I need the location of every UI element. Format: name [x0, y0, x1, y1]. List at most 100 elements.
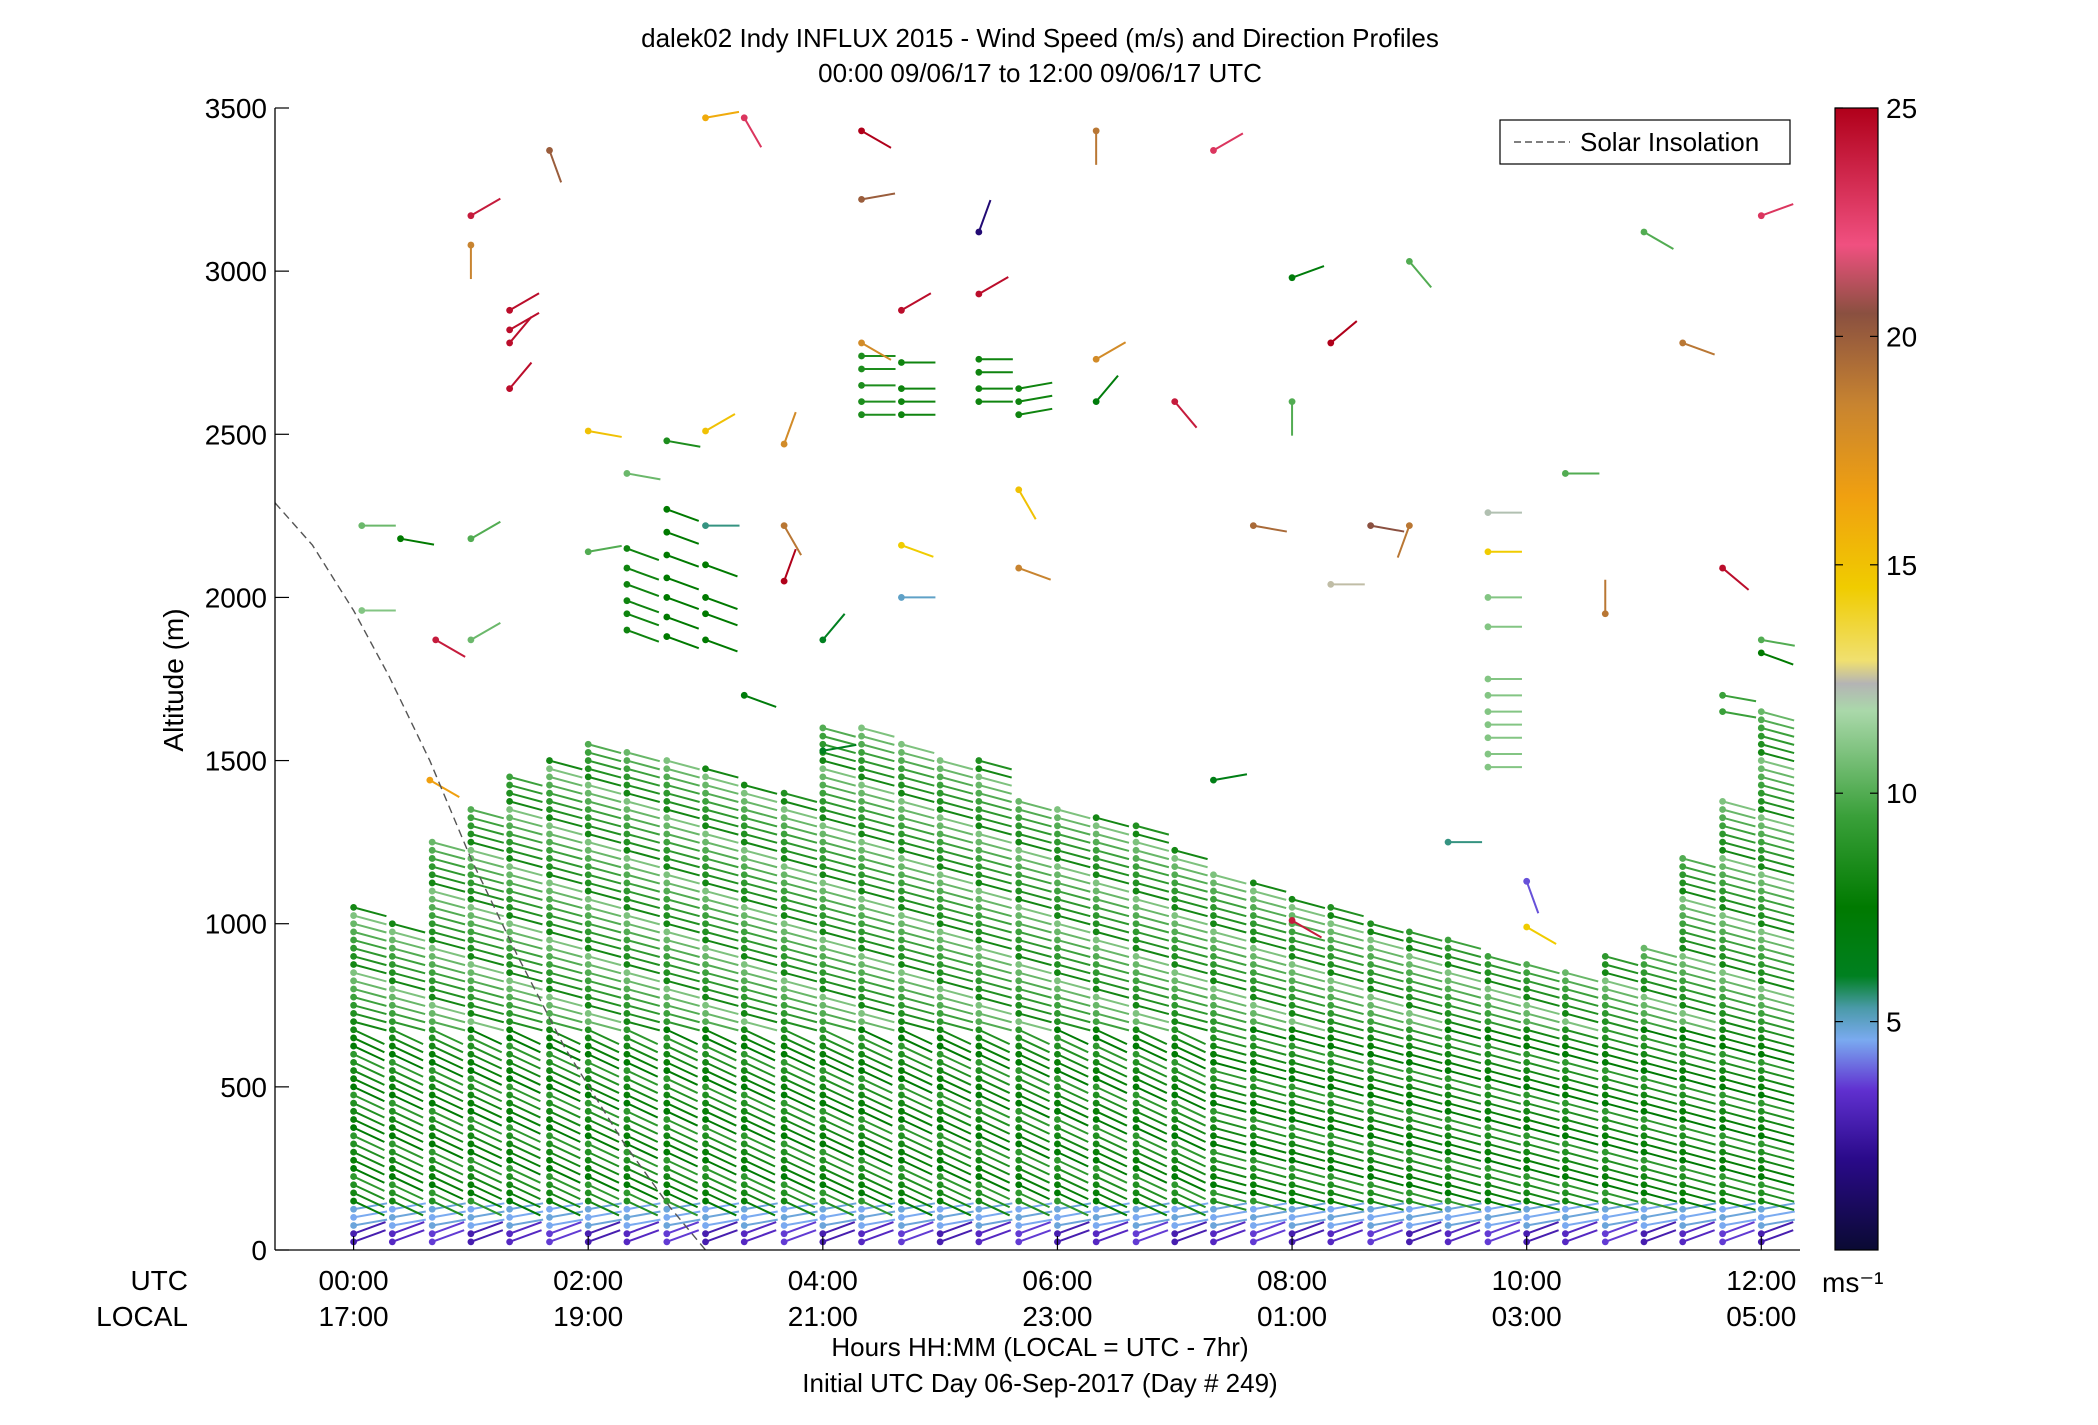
wind-barb-point — [740, 1173, 748, 1180]
wind-barb-point — [1444, 1099, 1452, 1107]
wind-barb — [743, 1183, 776, 1201]
wind-barb-point — [388, 1116, 396, 1123]
wind-barb-point — [1757, 912, 1765, 919]
wind-barb — [1682, 1077, 1716, 1089]
wind-barb — [978, 276, 1009, 295]
wind-barb-point — [584, 814, 592, 822]
wind-barb-point — [858, 1132, 865, 1140]
wind-barb-point — [1640, 1083, 1648, 1091]
wind-barb — [1213, 939, 1247, 950]
wind-barb-point — [546, 1042, 553, 1050]
wind-barb — [1213, 1110, 1247, 1122]
wind-barb-point — [663, 551, 671, 559]
wind-barb-point — [1367, 1010, 1375, 1017]
wind-barb-point — [546, 1107, 553, 1115]
wind-barb-point — [702, 863, 709, 871]
wind-barb — [939, 1191, 972, 1209]
wind-barb-point — [1288, 1067, 1296, 1074]
wind-barb-point — [1561, 1132, 1569, 1140]
wind-barb — [1761, 759, 1795, 771]
wind-barb-point — [1327, 1026, 1335, 1034]
wind-barb-point — [1210, 1067, 1217, 1074]
wind-barb — [705, 1077, 737, 1094]
wind-barb-point — [1757, 1148, 1765, 1156]
wind-barb-point — [623, 1189, 631, 1197]
wind-barb — [1018, 1102, 1050, 1119]
wind-barb — [1174, 1061, 1206, 1078]
wind-barb — [1330, 1110, 1364, 1122]
wind-barb — [1135, 1221, 1169, 1235]
wind-barb-point — [740, 1116, 748, 1123]
wind-barb-point — [740, 781, 748, 789]
wind-barb — [705, 1183, 737, 1201]
wind-barb — [353, 1229, 386, 1243]
wind-barb-point — [702, 871, 709, 879]
wind-barb — [901, 1151, 933, 1168]
wind-barb — [666, 1012, 700, 1024]
wind-barb — [1018, 898, 1052, 910]
wind-barb-point — [1249, 1067, 1257, 1074]
wind-barb-point — [1249, 1156, 1257, 1164]
wind-barb-point — [780, 1091, 788, 1099]
wind-barb — [666, 1020, 700, 1032]
wind-barb-point — [702, 806, 709, 813]
wind-barb — [1760, 651, 1794, 666]
wind-barb — [353, 1202, 388, 1211]
wind-barb — [626, 930, 661, 942]
wind-barb-point — [936, 1181, 944, 1189]
wind-barb — [1213, 947, 1247, 958]
wind-barb — [1761, 906, 1795, 918]
wind-barb-point — [898, 797, 905, 805]
wind-barb-point — [584, 952, 592, 960]
wind-barb-point — [1210, 1034, 1217, 1042]
wind-barb — [1018, 1061, 1050, 1078]
wind-barb-point — [740, 1067, 748, 1074]
wind-barb — [1174, 1221, 1208, 1235]
wind-barb — [666, 784, 700, 795]
wind-barb — [822, 775, 856, 787]
wind-barb-point — [1679, 1124, 1687, 1132]
wind-barb-point — [1367, 1018, 1375, 1025]
wind-barb — [1605, 1045, 1639, 1056]
wind-barb-point — [702, 561, 709, 569]
wind-barb-point — [975, 863, 983, 871]
wind-barb-point — [1484, 708, 1492, 716]
wind-barb — [549, 1110, 581, 1127]
wind-barb — [549, 873, 583, 885]
wind-barb — [508, 361, 533, 390]
wind-barb-point — [780, 887, 788, 895]
wind-barb — [705, 1102, 737, 1119]
wind-barb — [470, 1175, 503, 1192]
wind-barb — [1565, 988, 1599, 999]
wind-barb — [783, 816, 818, 828]
wind-barb — [509, 1004, 543, 1016]
wind-barb-point — [506, 920, 514, 928]
wind-barb-point — [1679, 1058, 1687, 1066]
wind-barb — [822, 906, 856, 918]
wind-barb-point — [1561, 969, 1569, 977]
wind-barb — [1291, 1036, 1326, 1048]
wind-barb-point — [1288, 1010, 1296, 1017]
wind-barb-point — [623, 1173, 631, 1180]
wind-barb-point — [546, 1010, 553, 1017]
wind-barb — [705, 979, 739, 991]
wind-barb — [1253, 1004, 1287, 1016]
wind-barb — [1174, 1183, 1206, 1201]
wind-barb — [1057, 971, 1091, 983]
wind-barb — [666, 1221, 700, 1235]
wind-barb-point — [584, 1189, 592, 1197]
wind-barb-point — [1484, 509, 1492, 516]
wind-barb-point — [858, 1058, 865, 1066]
wind-barb — [939, 833, 974, 844]
wind-barb-point — [1288, 1001, 1296, 1009]
wind-barb-point — [663, 773, 671, 781]
wind-barb-point — [1015, 1197, 1023, 1205]
wind-barb — [1253, 524, 1288, 533]
wind-barb-point — [740, 1148, 748, 1156]
wind-barb-point — [1210, 1148, 1217, 1156]
wind-barb-point — [819, 838, 827, 846]
wind-barb — [1330, 1167, 1364, 1179]
wind-barb-point — [702, 1075, 709, 1083]
wind-barb-point — [1054, 1173, 1061, 1180]
wind-barb — [1135, 1210, 1170, 1219]
